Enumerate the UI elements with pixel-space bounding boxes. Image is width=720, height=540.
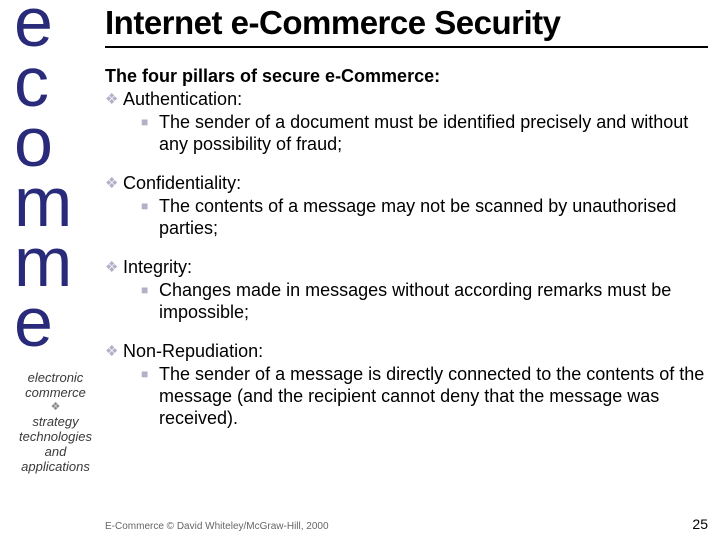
pillar-detail: Changes made in messages without accordi… [159,279,708,323]
pillar-integrity: ❖ Integrity: ■ Changes made in messages … [105,257,708,323]
square-bullet-icon: ■ [141,111,159,133]
diamond-bullet-icon: ❖ [105,173,123,195]
decor-subtitle-line: electronic [28,370,84,385]
pillar-detail: The sender of a message is directly conn… [159,363,708,429]
diamond-bullet-icon: ❖ [105,257,123,279]
decor-subtitle-line: applications [21,459,90,474]
pillar-label: Integrity: [123,257,192,278]
decor-subtitle-line: commerce [25,385,86,400]
decor-subtitle: electronic commerce ❖ strategy technolog… [8,370,103,474]
pillar-detail: The sender of a document must be identif… [159,111,708,155]
square-bullet-icon: ■ [141,195,159,217]
diamond-bullet-icon: ❖ [105,341,123,363]
pillar-detail: The contents of a message may not be sca… [159,195,708,239]
decor-subtitle-line: technologies [19,429,92,444]
main-content: Internet e-Commerce Security The four pi… [105,4,708,516]
pillar-confidentiality: ❖ Confidentiality: ■ The contents of a m… [105,173,708,239]
pillar-label: Non-Repudiation: [123,341,263,362]
pillar-non-repudiation: ❖ Non-Repudiation: ■ The sender of a mes… [105,341,708,429]
left-decor-column: e c o m m e electronic commerce ❖ strate… [8,0,96,540]
diamond-bullet-icon: ❖ [105,89,123,111]
square-bullet-icon: ■ [141,279,159,301]
page-number: 25 [692,516,708,532]
decor-subtitle-line: and [45,444,67,459]
decor-subtitle-line: strategy [32,414,78,429]
diamond-separator-icon: ❖ [8,400,103,414]
pillar-authentication: ❖ Authentication: ■ The sender of a docu… [105,89,708,155]
intro-line: The four pillars of secure e-Commerce: [105,66,708,87]
footer-copyright: E-Commerce © David Whiteley/McGraw-Hill,… [105,521,708,532]
pillar-label: Authentication: [123,89,242,110]
pillar-label: Confidentiality: [123,173,241,194]
decor-letter: e [14,292,94,352]
slide: e c o m m e electronic commerce ❖ strate… [0,0,720,540]
decor-letters: e c o m m e [14,0,94,352]
slide-title: Internet e-Commerce Security [105,4,708,48]
square-bullet-icon: ■ [141,363,159,385]
